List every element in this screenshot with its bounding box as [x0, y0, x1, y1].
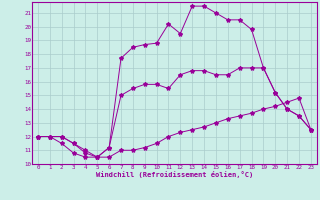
X-axis label: Windchill (Refroidissement éolien,°C): Windchill (Refroidissement éolien,°C): [96, 171, 253, 178]
